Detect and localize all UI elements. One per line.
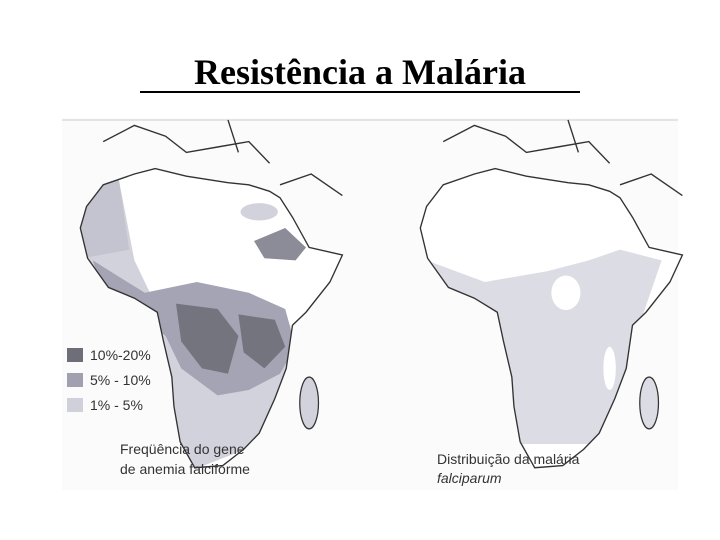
legend-label: 10%-20% — [90, 347, 151, 363]
caption: Freqüência do gene — [120, 441, 245, 457]
legend-label: 5% - 10% — [90, 372, 151, 388]
caption: Distribuição da malária — [437, 451, 580, 467]
caption: de anemia falciforme — [120, 461, 250, 477]
slide-title: Resistência a Malária — [194, 52, 526, 92]
legend-label: 1% - 5% — [90, 397, 143, 413]
legend-swatch — [67, 373, 83, 387]
malaria-map — [419, 119, 684, 469]
legend-swatch — [67, 398, 83, 412]
legend-swatch — [67, 348, 83, 362]
caption: falciparum — [437, 470, 502, 486]
